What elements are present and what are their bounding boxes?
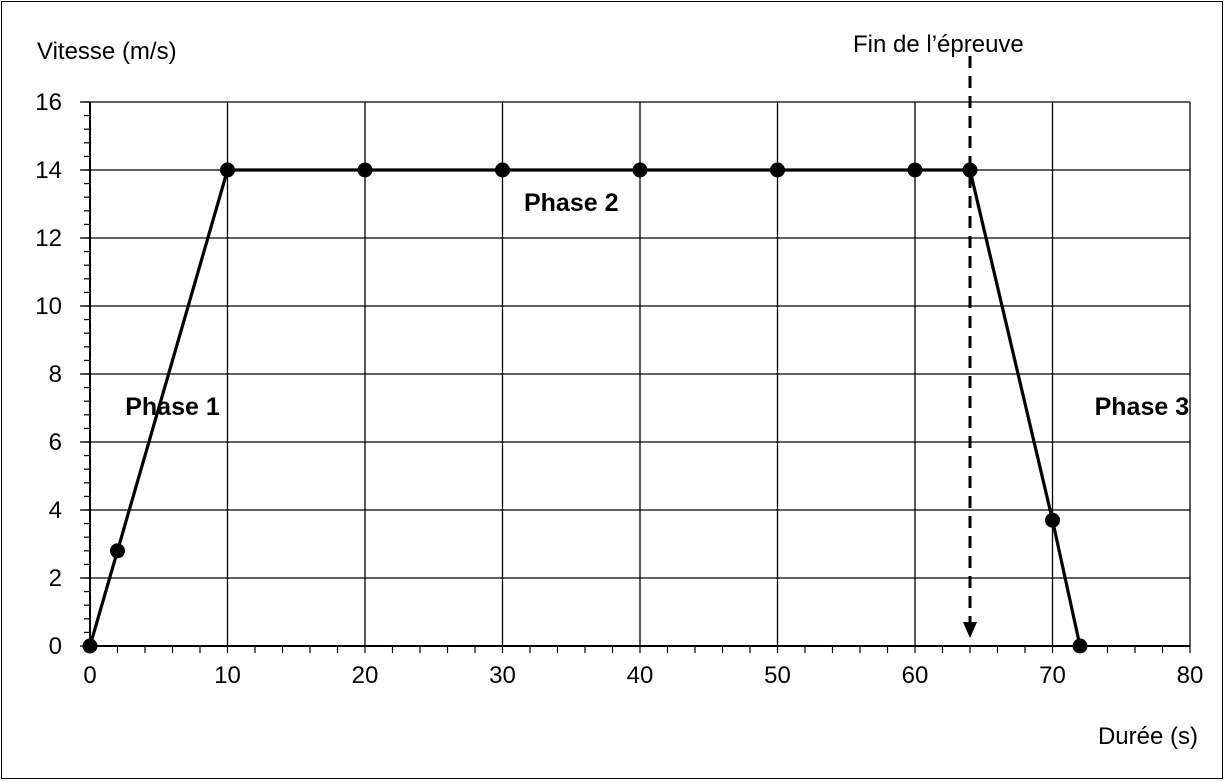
y-tick-label: 12 bbox=[35, 225, 62, 252]
data-point bbox=[82, 638, 98, 654]
end-marker-arrowhead bbox=[963, 622, 977, 638]
y-tick-label: 6 bbox=[49, 429, 62, 456]
y-tick-label: 14 bbox=[35, 157, 62, 184]
data-point bbox=[770, 162, 785, 178]
series bbox=[82, 162, 1088, 654]
data-point bbox=[907, 162, 923, 178]
data-point bbox=[357, 162, 373, 178]
y-tick-label: 4 bbox=[49, 497, 62, 524]
x-tick-label: 0 bbox=[83, 662, 96, 689]
y-axis-title: Vitesse (m/s) bbox=[37, 38, 177, 65]
end-marker-label: Fin de l’épreuve bbox=[853, 31, 1024, 58]
end-marker bbox=[963, 56, 977, 638]
grid bbox=[89, 101, 1191, 647]
data-point bbox=[495, 162, 510, 178]
x-tick-label: 70 bbox=[1039, 662, 1066, 689]
y-tick-label: 16 bbox=[35, 89, 62, 116]
axes bbox=[80, 101, 1191, 653]
data-point bbox=[1045, 512, 1060, 528]
x-tick-label: 20 bbox=[352, 662, 379, 689]
data-point bbox=[1072, 638, 1088, 654]
x-tick-label: 10 bbox=[214, 662, 241, 689]
y-tick-label: 2 bbox=[49, 565, 62, 592]
phase-annotation: Phase 3 bbox=[1095, 393, 1190, 421]
y-tick-label: 8 bbox=[49, 361, 62, 388]
data-point bbox=[110, 543, 125, 559]
x-tick-label: 40 bbox=[627, 662, 654, 689]
phase-annotation: Phase 1 bbox=[125, 393, 220, 421]
phase-annotation: Phase 2 bbox=[524, 189, 619, 217]
y-tick-label: 10 bbox=[35, 293, 62, 320]
x-tick-label: 50 bbox=[764, 662, 791, 689]
data-point bbox=[220, 162, 235, 178]
y-tick-label: 0 bbox=[49, 633, 62, 660]
data-point bbox=[962, 162, 978, 178]
x-tick-label: 30 bbox=[489, 662, 516, 689]
data-point bbox=[632, 162, 648, 178]
series-line bbox=[88, 168, 1082, 647]
x-tick-label: 80 bbox=[1177, 662, 1204, 689]
labels: Vitesse (m/s) Durée (s) 0 10 20 30 40 50 60 70 8… bbox=[35, 31, 1203, 750]
x-axis-title: Durée (s) bbox=[1098, 723, 1198, 750]
x-tick-label: 60 bbox=[902, 662, 929, 689]
